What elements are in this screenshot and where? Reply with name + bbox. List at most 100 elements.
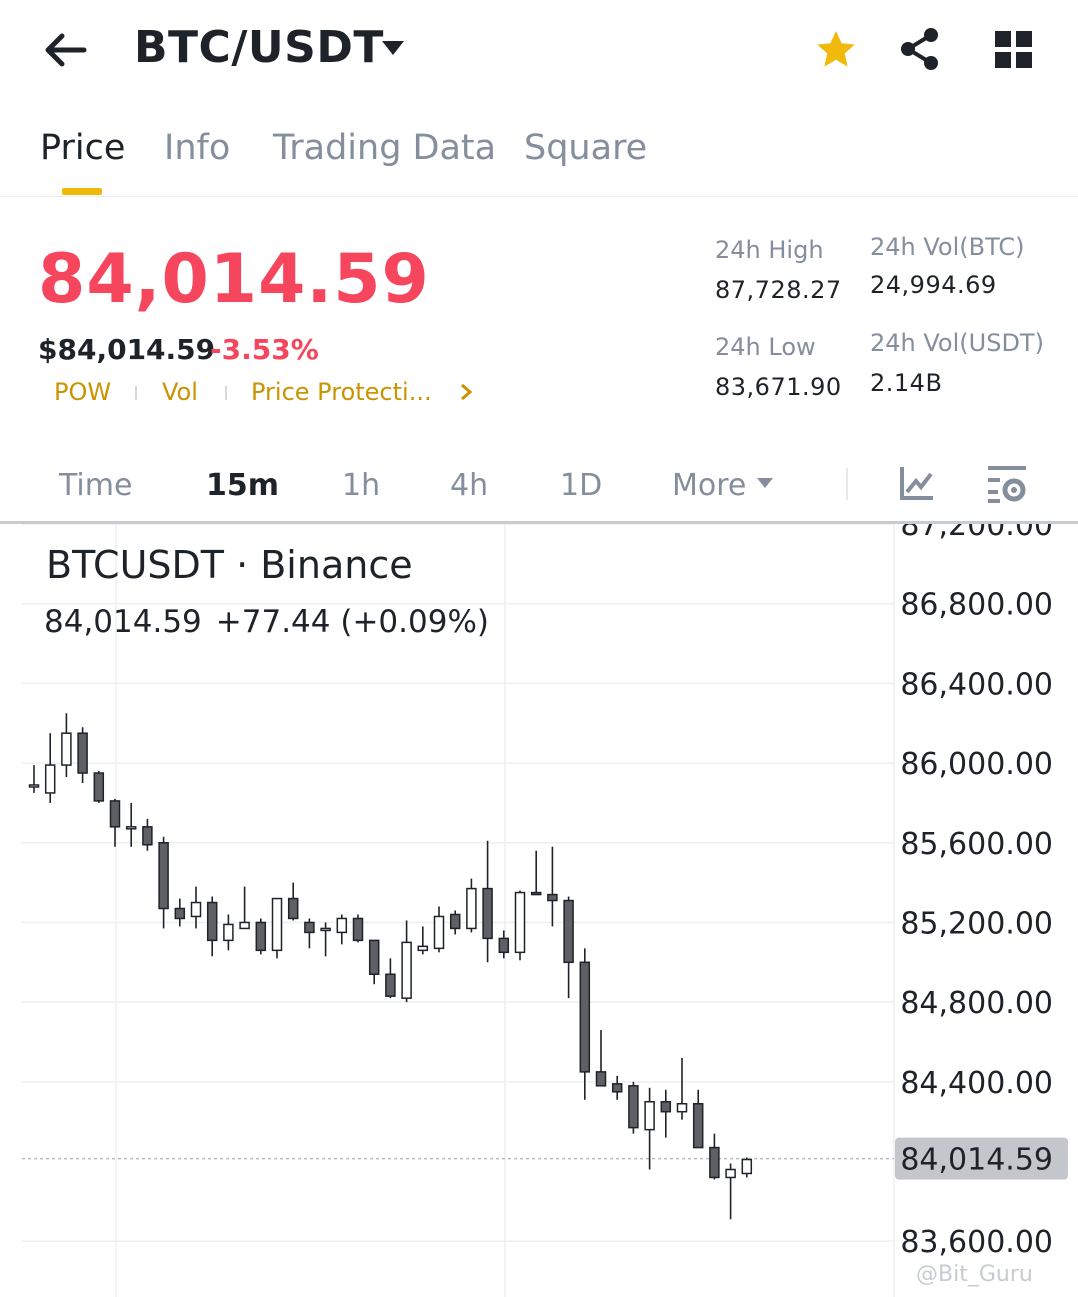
price-change-percent: -3.53% xyxy=(210,333,319,366)
candle-body xyxy=(466,887,477,930)
candle-body xyxy=(28,784,40,788)
y-tick-label: 85,200.00 xyxy=(900,906,1053,941)
candle-body xyxy=(709,1146,720,1179)
candle-body xyxy=(611,1083,623,1093)
vol-usdt-value: 2.14B xyxy=(870,369,943,397)
vol-usdt-label: 24h Vol(USDT) xyxy=(870,329,1044,357)
candle-body xyxy=(174,907,186,920)
usd-price: $84,014.59 xyxy=(38,333,216,366)
current-price-tag xyxy=(895,1137,1068,1180)
share-icon[interactable] xyxy=(898,26,942,72)
vol-btc-label: 24h Vol(BTC) xyxy=(870,233,1025,261)
candle-body xyxy=(401,941,412,999)
candle-body xyxy=(449,913,461,930)
candle-body xyxy=(352,917,364,942)
y-tick-label: 86,000.00 xyxy=(900,747,1053,782)
interval-1h[interactable]: 1h xyxy=(342,468,381,503)
active-tab-indicator xyxy=(62,188,102,195)
interval-time[interactable]: Time xyxy=(59,468,133,503)
tag-price-protection[interactable]: Price Protecti... xyxy=(251,378,432,406)
chevron-right-icon[interactable] xyxy=(456,382,476,402)
candle-body xyxy=(498,937,510,954)
candle-body xyxy=(320,927,331,932)
y-tick-label: 87,200.00 xyxy=(900,524,1053,543)
y-tick-label: 85,600.00 xyxy=(900,827,1053,862)
y-tick-label: 86,800.00 xyxy=(900,588,1053,623)
candle-body xyxy=(223,923,234,942)
chart-ohlc-legend: 84,014.59 +77.44 (+0.09%) xyxy=(44,604,503,640)
candle-body xyxy=(725,1168,736,1179)
candle-body xyxy=(61,732,72,766)
tab-info[interactable]: Info xyxy=(164,128,231,168)
chart-top-border xyxy=(0,521,1078,524)
tab-trading-data[interactable]: Trading Data xyxy=(273,128,497,168)
candle-body xyxy=(530,891,542,896)
candle-body xyxy=(741,1158,753,1175)
candle-body xyxy=(158,842,169,910)
chart-settings-icon[interactable] xyxy=(986,464,1030,504)
caret-down-icon[interactable] xyxy=(380,38,406,58)
candle-body xyxy=(433,915,445,950)
interval-4h[interactable]: 4h xyxy=(450,468,489,503)
low-label: 24h Low xyxy=(715,333,816,361)
current-price-label: 84,014.59 xyxy=(900,1143,1053,1178)
tag-pow[interactable]: POW xyxy=(54,378,112,406)
tag-separator xyxy=(135,386,137,400)
candle-body xyxy=(660,1101,672,1113)
candle-body xyxy=(482,887,493,940)
low-value: 83,671.90 xyxy=(715,373,842,401)
last-price: 84,014.59 xyxy=(38,240,430,319)
y-tick-label: 84,400.00 xyxy=(900,1066,1053,1101)
candle-body xyxy=(93,772,105,802)
divider xyxy=(846,468,848,500)
tab-square[interactable]: Square xyxy=(524,128,648,168)
candle-body xyxy=(368,939,380,976)
candle-body xyxy=(255,921,267,952)
vol-btc-value: 24,994.69 xyxy=(870,271,997,299)
candle-body xyxy=(514,891,526,954)
candlestick-chart[interactable]: 87,200.00 86,800.00 86,400.00 86,000.00 85,6… xyxy=(0,524,1078,1297)
chart-title: BTCUSDT · Binance xyxy=(46,543,413,587)
candle-body xyxy=(385,973,396,997)
back-arrow-icon[interactable] xyxy=(40,24,92,76)
caret-down-icon[interactable] xyxy=(756,477,774,489)
indicator-icon[interactable] xyxy=(898,464,936,502)
candle-body xyxy=(206,901,218,942)
candle-body xyxy=(239,921,250,930)
candle-body xyxy=(287,897,299,920)
tab-price[interactable]: Price xyxy=(40,128,126,168)
divider xyxy=(0,196,1078,197)
interval-15m[interactable]: 15m xyxy=(206,468,280,503)
candle-body xyxy=(563,899,574,964)
candle-body xyxy=(417,945,429,952)
tag-vol[interactable]: Vol xyxy=(162,378,198,406)
y-tick-label: 84,800.00 xyxy=(900,986,1053,1021)
pair-selector[interactable]: BTC/USDT xyxy=(134,22,384,73)
candle-body xyxy=(579,961,591,1073)
legend-price: 84,014.59 xyxy=(44,604,202,640)
watermark: @Bit_Guru xyxy=(916,1262,1033,1287)
candle-body xyxy=(142,826,153,846)
legend-change: +77.44 (+0.09%) xyxy=(215,604,489,640)
star-icon[interactable] xyxy=(814,28,858,72)
candle-body xyxy=(644,1101,655,1131)
candle-body xyxy=(125,826,137,830)
candle-body xyxy=(595,1071,607,1087)
candle-body xyxy=(77,732,88,774)
interval-1d[interactable]: 1D xyxy=(560,468,603,503)
candle-body xyxy=(628,1085,639,1129)
candle-body xyxy=(336,917,348,934)
grid-menu-icon[interactable] xyxy=(994,30,1034,70)
interval-more[interactable]: More xyxy=(672,468,747,503)
y-tick-label: 86,400.00 xyxy=(900,667,1053,702)
candle-body xyxy=(109,800,121,828)
high-value: 87,728.27 xyxy=(715,276,842,304)
high-label: 24h High xyxy=(715,236,824,264)
candle-body xyxy=(547,893,558,902)
candle-body xyxy=(692,1103,704,1149)
tag-separator xyxy=(225,386,227,400)
candle-body xyxy=(44,764,56,794)
candle-body xyxy=(676,1103,688,1113)
candle-body xyxy=(304,921,315,934)
y-tick-label: 83,600.00 xyxy=(900,1225,1053,1260)
